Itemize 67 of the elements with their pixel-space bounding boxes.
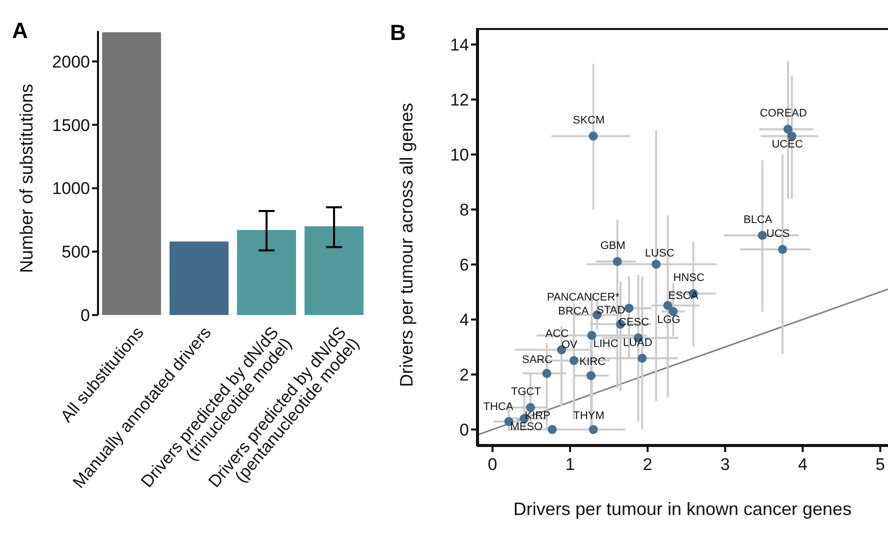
y-tick-label: 10 (450, 146, 469, 165)
data-label: SKCM (572, 114, 605, 127)
x-tick-label: 5 (876, 455, 885, 474)
x-tick-label: 2 (642, 455, 652, 474)
data-label: ACC (545, 328, 569, 340)
point (778, 244, 788, 254)
point (542, 368, 552, 378)
data-label: ESCA (668, 290, 699, 302)
point (548, 424, 557, 434)
data-label: COREAD (760, 108, 808, 120)
point (587, 330, 596, 340)
y-tick-label: 14 (450, 36, 469, 55)
chart-title: A (12, 18, 28, 44)
y-axis-title: Number of substitutions (16, 84, 36, 273)
bar (170, 241, 229, 315)
x-tick-label: 1 (565, 455, 575, 474)
data-label: SARC (522, 354, 553, 366)
bar (304, 226, 364, 315)
data-label: LGG (657, 314, 680, 326)
data-label: UCEC (772, 138, 803, 151)
bar (102, 32, 162, 315)
data-label: LUAD (622, 336, 652, 349)
data-label: GBM (600, 240, 626, 252)
point (652, 260, 661, 269)
y-tick-label: 2000 (52, 52, 90, 72)
y-tick-label: 1000 (52, 179, 90, 198)
data-label: MESO (510, 420, 544, 433)
data-label: KIRP (524, 410, 550, 422)
data-label: HNSC (673, 272, 704, 284)
point (624, 304, 634, 313)
y-tick-label: 500 (62, 242, 90, 262)
y-tick-label: 8 (460, 200, 469, 220)
point (612, 256, 622, 266)
y-tick-label: 6 (460, 256, 469, 275)
data-label: THCA (483, 401, 514, 414)
y-tick-label: 12 (450, 90, 469, 110)
data-label: LUSC (644, 248, 674, 260)
data-label: UCS (766, 228, 790, 240)
data-label: LIHC (593, 338, 618, 350)
data-label: STAD (596, 304, 626, 317)
y-tick-label: 4 (460, 310, 469, 330)
y-tick-label: 0 (80, 306, 90, 326)
x-tick-label: 4 (798, 455, 808, 474)
bar (237, 230, 296, 315)
x-axis-title: Drivers per tumour in known cancer genes (513, 499, 852, 519)
data-label: OV (561, 338, 578, 351)
point (638, 354, 647, 363)
point (586, 371, 596, 380)
point (783, 124, 792, 134)
data-label: TGCT (511, 386, 542, 398)
y-tick-label: 2 (460, 366, 469, 385)
data-label: THYM (573, 410, 604, 422)
x-tick-label: 3 (720, 455, 730, 474)
data-label: BLCA (743, 214, 773, 226)
x-tick-label: 0 (488, 455, 498, 474)
data-label: BRCA (558, 305, 590, 318)
y-tick-label: 1500 (52, 116, 90, 135)
y-tick-label: 0 (460, 420, 469, 440)
chart-title: B (390, 20, 406, 46)
point (758, 230, 767, 240)
point (588, 132, 598, 141)
point (569, 356, 578, 365)
point (588, 424, 598, 434)
y-axis-title: Drivers per tumour across all genes (396, 102, 416, 387)
point (663, 300, 672, 310)
data-label: PANCANCER* (546, 292, 620, 304)
data-label: KIRC (579, 356, 606, 368)
